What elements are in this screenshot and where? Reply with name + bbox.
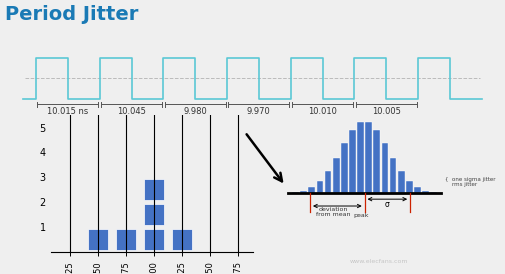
Bar <box>143 229 164 250</box>
Bar <box>365 122 372 193</box>
Text: 10.045: 10.045 <box>117 107 146 116</box>
Text: {  one sigma jitter
    rms jitter: { one sigma jitter rms jitter <box>444 177 495 187</box>
Bar <box>300 191 307 193</box>
Text: peak: peak <box>353 213 369 218</box>
Text: deviation
from mean: deviation from mean <box>317 207 351 217</box>
Bar <box>373 130 380 193</box>
Bar <box>414 187 421 193</box>
Text: www.elecfans.com: www.elecfans.com <box>349 259 408 264</box>
Text: 9.970: 9.970 <box>247 107 271 116</box>
Text: σ: σ <box>385 200 390 209</box>
Bar <box>172 229 192 250</box>
Bar <box>333 158 339 193</box>
Text: 10.005: 10.005 <box>372 107 400 116</box>
Bar <box>406 181 413 193</box>
Bar <box>116 229 136 250</box>
Text: 10.015 ns: 10.015 ns <box>47 107 88 116</box>
Bar <box>143 179 164 200</box>
Bar <box>325 172 331 193</box>
Text: 10.010: 10.010 <box>308 107 337 116</box>
Bar <box>143 204 164 225</box>
Bar <box>422 191 429 193</box>
Bar <box>87 229 108 250</box>
Bar <box>390 158 396 193</box>
Bar <box>309 187 315 193</box>
Bar <box>341 144 347 193</box>
Bar <box>430 192 437 193</box>
Text: 9.980: 9.980 <box>183 107 207 116</box>
Text: Period Jitter: Period Jitter <box>5 5 138 24</box>
Bar <box>349 130 356 193</box>
Bar <box>317 181 323 193</box>
Bar <box>292 192 299 193</box>
Bar <box>357 122 364 193</box>
Bar <box>382 144 388 193</box>
Bar <box>398 172 405 193</box>
